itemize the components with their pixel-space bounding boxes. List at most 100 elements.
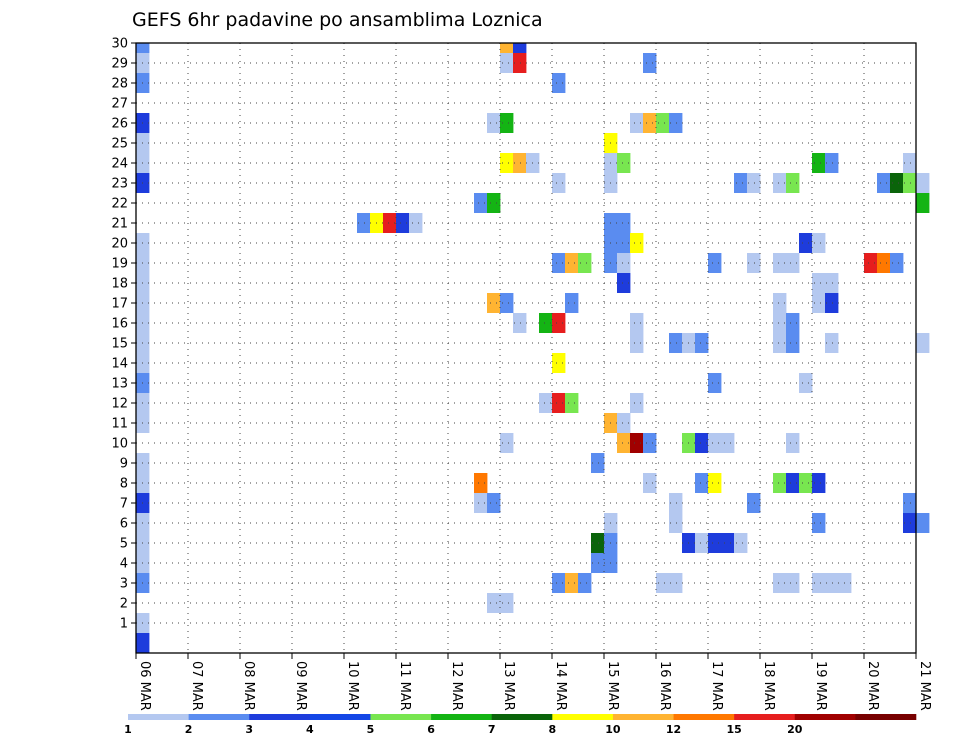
heatmap-cell bbox=[773, 573, 787, 593]
y-tick-label: 1 bbox=[120, 617, 128, 632]
heatmap-cell bbox=[812, 513, 826, 533]
y-tick-label: 11 bbox=[111, 417, 128, 432]
heatmap-cell bbox=[708, 473, 722, 493]
heatmap-cell bbox=[708, 433, 722, 453]
heatmap-cell bbox=[643, 113, 657, 133]
heatmap-cell bbox=[786, 433, 800, 453]
plot-frame bbox=[135, 42, 917, 654]
y-tick-label: 16 bbox=[111, 317, 128, 332]
heatmap-cell bbox=[136, 43, 150, 53]
heatmap-cell bbox=[786, 253, 800, 273]
heatmap-cell bbox=[552, 73, 566, 93]
heatmap-cell bbox=[617, 433, 631, 453]
heatmap-cell bbox=[591, 453, 605, 473]
x-tick-label: 20 MAR bbox=[865, 661, 880, 711]
y-tick-label: 25 bbox=[111, 137, 128, 152]
heatmap-cell bbox=[721, 533, 735, 553]
y-tick-label: 21 bbox=[111, 217, 128, 232]
y-tick-label: 19 bbox=[111, 257, 128, 272]
heatmap-cell bbox=[812, 273, 826, 293]
heatmap-cell bbox=[890, 253, 904, 273]
heatmap-cell bbox=[903, 513, 917, 533]
y-tick-label: 23 bbox=[111, 177, 128, 192]
heatmap-cell bbox=[565, 293, 579, 313]
heatmap-cell bbox=[487, 113, 501, 133]
heatmap-cell bbox=[552, 353, 566, 373]
heatmap-cell bbox=[721, 433, 735, 453]
heatmap-cell bbox=[695, 533, 709, 553]
heatmap-cell bbox=[669, 333, 683, 353]
heatmap-cell bbox=[539, 393, 553, 413]
heatmap-cell bbox=[565, 253, 579, 273]
y-tick-label: 12 bbox=[111, 397, 128, 412]
heatmap-cell bbox=[786, 173, 800, 193]
legend-label: 3 bbox=[245, 723, 253, 736]
heatmap-cell bbox=[617, 413, 631, 433]
heatmap-cell bbox=[669, 573, 683, 593]
heatmap-cell bbox=[786, 313, 800, 333]
heatmap-cell bbox=[513, 153, 527, 173]
x-tick-label: 19 MAR bbox=[813, 661, 828, 711]
heatmap-cell bbox=[825, 153, 839, 173]
heatmap-cell bbox=[630, 313, 644, 333]
heatmap-cell bbox=[643, 473, 657, 493]
heatmap-cell bbox=[617, 273, 631, 293]
heatmap-cells bbox=[136, 43, 930, 653]
legend-colorbar: 1 2 3 4 5 6 7 8 10 12 15 20 bbox=[124, 714, 917, 736]
heatmap-cell bbox=[409, 213, 423, 233]
heatmap-cell bbox=[383, 213, 397, 233]
x-tick-label: 07 MAR bbox=[189, 661, 204, 711]
heatmap-cell bbox=[877, 253, 891, 273]
heatmap-cell bbox=[474, 193, 488, 213]
heatmap-cell bbox=[617, 253, 631, 273]
y-tick-label: 2 bbox=[120, 597, 128, 612]
y-tick-label: 14 bbox=[111, 357, 128, 372]
x-tick-label: 15 MAR bbox=[605, 661, 620, 711]
heatmap-cell bbox=[773, 473, 787, 493]
heatmap-cell bbox=[136, 633, 150, 653]
heatmap-cell bbox=[617, 153, 631, 173]
y-tick-label: 24 bbox=[111, 157, 128, 172]
legend-label: 5 bbox=[367, 723, 375, 736]
y-tick-label: 3 bbox=[120, 577, 128, 592]
y-tick-label: 4 bbox=[120, 557, 128, 572]
heatmap-cell bbox=[487, 293, 501, 313]
heatmap-cell bbox=[500, 43, 514, 53]
y-tick-label: 22 bbox=[111, 197, 128, 212]
x-tick-label: 08 MAR bbox=[241, 661, 256, 711]
y-tick-label: 26 bbox=[111, 117, 128, 132]
y-tick-label: 6 bbox=[120, 517, 128, 532]
heatmap-cell bbox=[578, 253, 592, 273]
heatmap-cell bbox=[643, 433, 657, 453]
y-tick-label: 27 bbox=[111, 97, 128, 112]
x-axis: 06 MAR 07 MAR 08 MAR 09 MAR 10 MAR 11 MAR 12 M… bbox=[135, 653, 932, 711]
heatmap-cell bbox=[695, 473, 709, 493]
heatmap-cell bbox=[643, 53, 657, 73]
heatmap-cell bbox=[669, 113, 683, 133]
heatmap-cell bbox=[916, 173, 930, 193]
legend-swatch bbox=[734, 714, 796, 720]
heatmap-cell bbox=[552, 313, 566, 333]
y-tick-label: 20 bbox=[111, 237, 128, 252]
heatmap-cell bbox=[396, 213, 410, 233]
legend-swatch bbox=[552, 714, 614, 720]
heatmap-cell bbox=[916, 193, 930, 213]
x-tick-label: 16 MAR bbox=[657, 661, 672, 711]
heatmap-cell bbox=[903, 493, 917, 513]
heatmap-cell bbox=[617, 213, 631, 233]
x-tick-label: 14 MAR bbox=[553, 661, 568, 711]
heatmap-cell bbox=[669, 493, 683, 513]
heatmap-cell bbox=[487, 593, 501, 613]
heatmap-cell bbox=[786, 473, 800, 493]
y-axis: 1234567891011121314151617181920212223242… bbox=[111, 37, 136, 632]
heatmap-cell bbox=[773, 253, 787, 273]
heatmap-cell bbox=[812, 573, 826, 593]
legend-label: 7 bbox=[488, 723, 496, 736]
legend-swatch bbox=[309, 714, 371, 720]
y-tick-label: 10 bbox=[111, 437, 128, 452]
x-tick-label: 10 MAR bbox=[345, 661, 360, 711]
x-tick-label: 09 MAR bbox=[293, 661, 308, 711]
y-tick-label: 30 bbox=[111, 37, 128, 52]
heatmap-cell bbox=[812, 153, 826, 173]
